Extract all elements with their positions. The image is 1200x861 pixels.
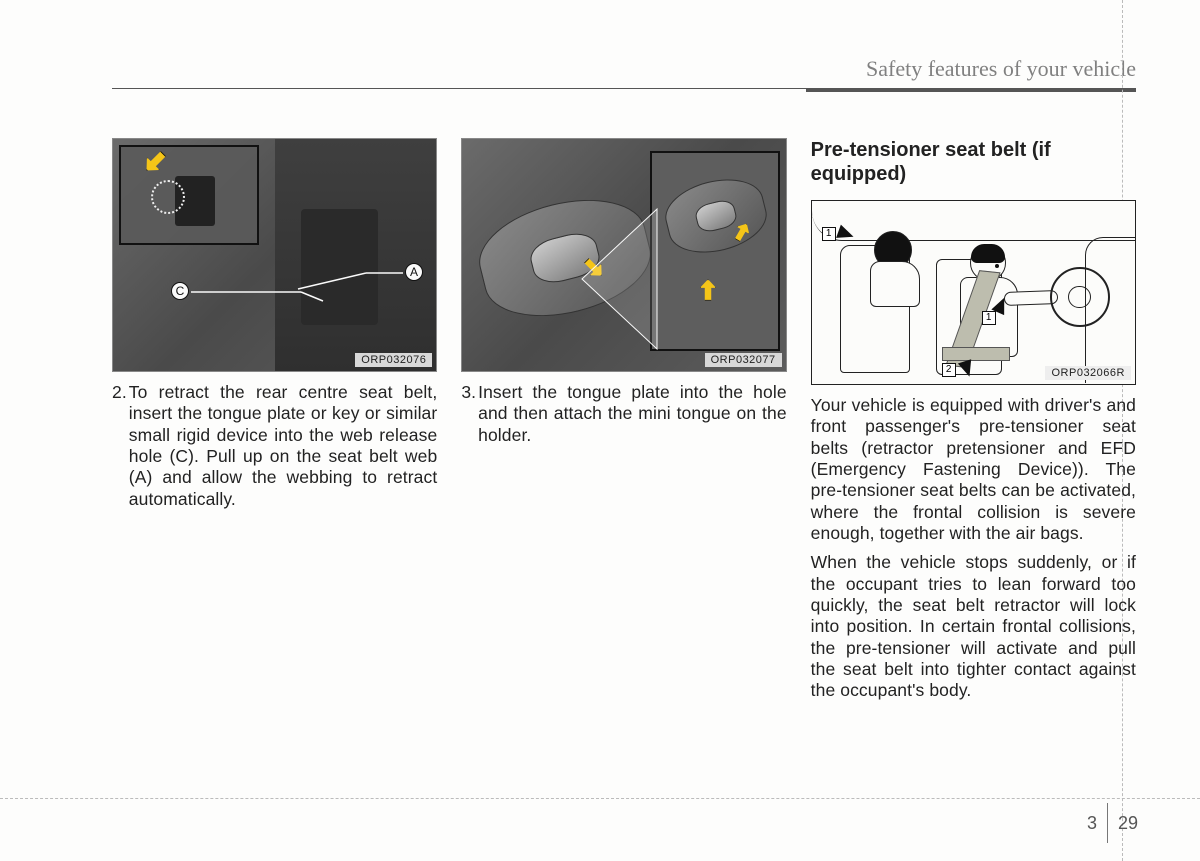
header-title: Safety features of your vehicle xyxy=(112,56,1136,82)
figure1-label: ORP032076 xyxy=(355,353,432,367)
figure2-label: ORP032077 xyxy=(705,353,782,367)
col2-step-num: 3. xyxy=(461,382,478,446)
col1-step: 2. To retract the rear centre seat belt,… xyxy=(112,382,437,510)
col3-para-1: Your vehicle is equipped with driver's a… xyxy=(811,395,1136,544)
figure3-num-2: 2 xyxy=(942,363,956,377)
figure3-driver-hair xyxy=(971,244,1005,263)
col2-step: 3. Insert the tongue plate into the hole… xyxy=(461,382,786,446)
figure1-callout-a: A xyxy=(405,263,423,281)
figure-1: A C ORP032076 xyxy=(112,138,437,372)
figure3-passenger-torso xyxy=(870,261,920,307)
figure-3: 1 1 2 ORP032066R xyxy=(811,200,1136,385)
content-row: A C ORP032076 2. To retract the rear cen… xyxy=(112,138,1136,710)
page-number: 3 29 xyxy=(1087,803,1138,843)
col1-step-text: To retract the rear centre seat belt, in… xyxy=(129,382,438,510)
figure3-roof xyxy=(812,201,1135,241)
figure3-num-1a: 1 xyxy=(822,227,836,241)
col3-para-2: When the vehicle stops suddenly, or if t… xyxy=(811,552,1136,701)
header-rule xyxy=(112,88,1136,92)
column-2: ORP032077 3. Insert the tongue plate int… xyxy=(461,138,786,710)
col2-step-text: Insert the tongue plate into the hole an… xyxy=(478,382,787,446)
col3-heading: Pre-tensioner seat belt (if equipped) xyxy=(811,138,1136,186)
column-3: Pre-tensioner seat belt (if equipped) xyxy=(811,138,1136,710)
col1-step-num: 2. xyxy=(112,382,129,510)
page-num-separator xyxy=(1107,803,1108,843)
page-num-value: 29 xyxy=(1118,813,1138,834)
column-1: A C ORP032076 2. To retract the rear cen… xyxy=(112,138,437,710)
page-header: Safety features of your vehicle xyxy=(112,56,1136,92)
figure3-belt-lap xyxy=(942,347,1010,361)
figure1-callout-c: C xyxy=(171,282,189,300)
header-rule-thick xyxy=(806,88,1136,92)
page-container: Safety features of your vehicle xyxy=(0,0,1200,861)
figure1-leaders xyxy=(113,139,436,371)
figure3-dash xyxy=(1085,237,1135,383)
header-rule-thin xyxy=(112,88,806,92)
page-chapter: 3 xyxy=(1087,813,1097,834)
figure-2: ORP032077 xyxy=(461,138,786,372)
figure3-driver-eye xyxy=(995,264,999,268)
figure3-num-1b: 1 xyxy=(982,311,996,325)
crop-dash-horizontal xyxy=(0,798,1200,799)
figure3-label: ORP032066R xyxy=(1045,366,1131,380)
figure2-leader xyxy=(462,139,785,371)
